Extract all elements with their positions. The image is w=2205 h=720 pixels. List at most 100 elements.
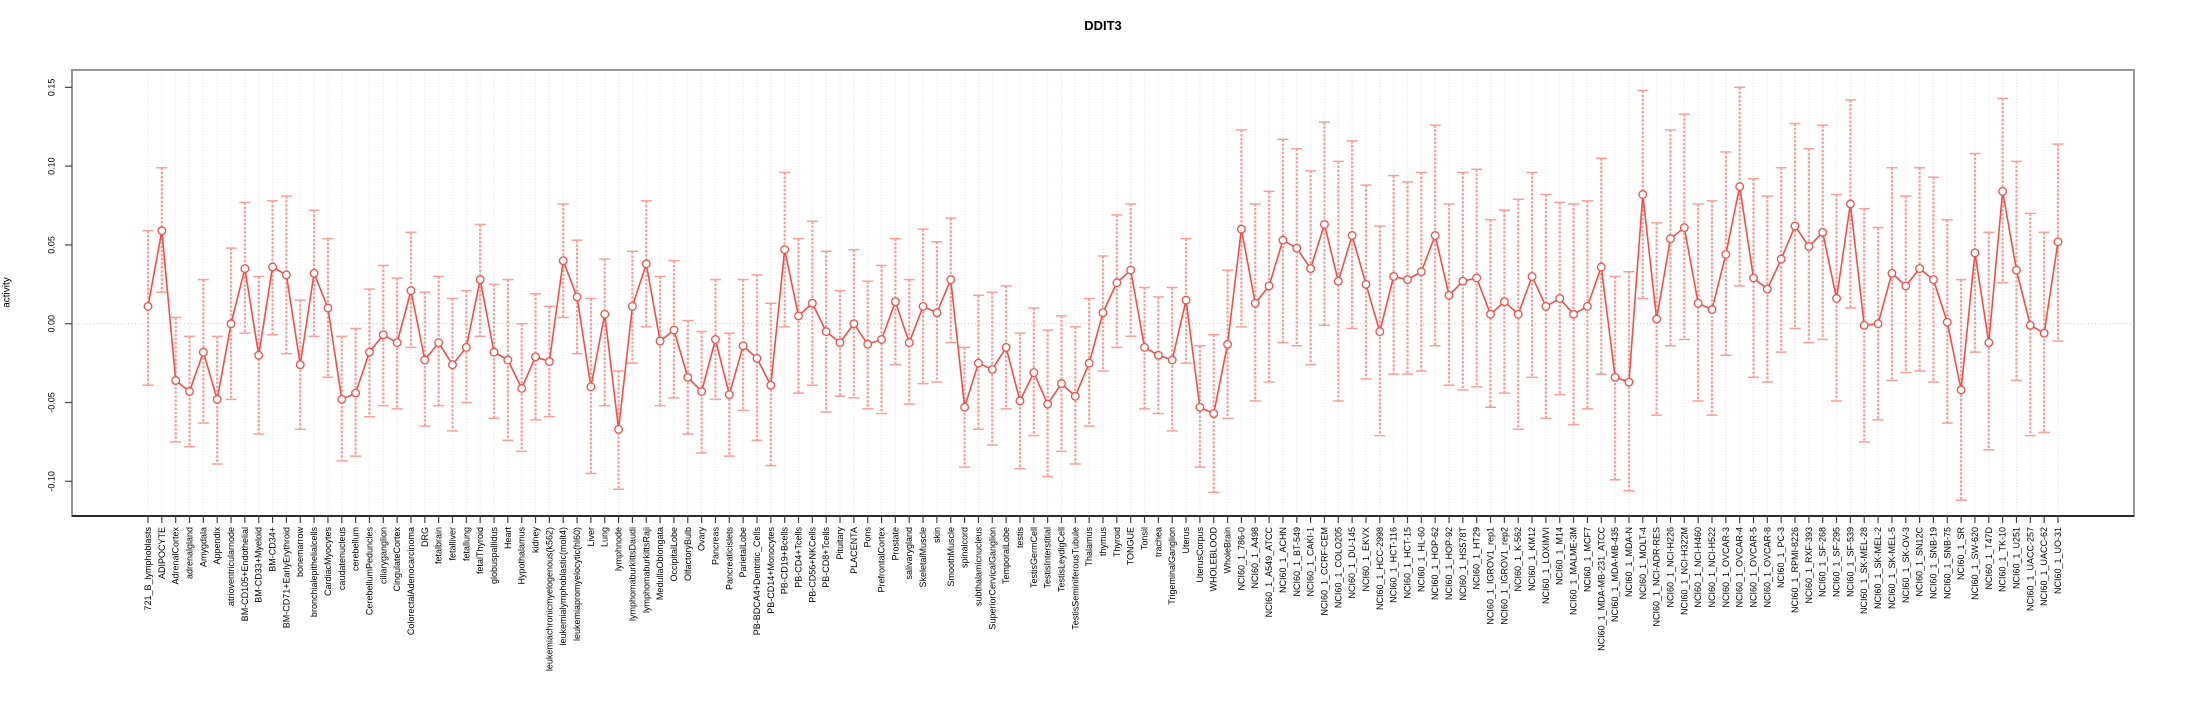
data-point — [1070, 391, 1080, 401]
x-tick-label: NCI60_1_IGROV1_rep2 — [1499, 527, 1509, 625]
data-point — [766, 380, 776, 390]
y-tick-label: -0.05 — [46, 392, 56, 413]
x-tick-label: fetalThyroid — [475, 527, 485, 574]
x-tick-label: NCI60_1_SNB-75 — [1942, 527, 1952, 599]
x-tick-label: NCI60_1_OVCAR-8 — [1762, 527, 1772, 608]
data-point — [1112, 278, 1122, 288]
data-point — [212, 394, 222, 404]
x-tick-label: NCI60_1_HOP-62 — [1430, 527, 1440, 600]
data-point — [572, 292, 582, 302]
x-tick-label: PB-CD14+Monocytes — [766, 527, 776, 614]
data-point — [849, 319, 859, 329]
data-point — [946, 275, 956, 285]
x-tick-label: spinalcord — [960, 527, 970, 568]
x-tick-label: fetalliver — [447, 527, 457, 561]
data-point — [1693, 298, 1703, 308]
data-point — [600, 309, 610, 319]
data-point — [171, 376, 181, 385]
x-tick-label: BM-CD105+Endothelial — [240, 527, 250, 621]
data-point — [1873, 319, 1883, 329]
x-tick-label: PB-CD4+Tcells — [794, 527, 804, 588]
x-tick-label: fetallung — [461, 527, 471, 561]
x-tick-label: NCI60_1_HCT-15 — [1402, 527, 1412, 599]
x-tick-label: AdrenalCortex — [171, 527, 181, 585]
data-point — [1084, 358, 1094, 368]
data-point — [434, 338, 444, 348]
data-point — [1458, 276, 1468, 286]
x-tick-label: leukemiachronicmyelogenous(k562) — [544, 527, 554, 671]
x-tick-label: NCI60_1_HOP-92 — [1444, 527, 1454, 600]
x-tick-label: Ovary — [697, 527, 707, 552]
x-axis-ticks: 721_B_lymphoblasts ADIPOCYTE AdrenalCortex… — [143, 516, 2063, 671]
x-tick-label: globuspallidus — [489, 527, 499, 585]
data-point — [1126, 265, 1136, 275]
data-point — [1541, 301, 1551, 311]
x-tick-label: CardiacMyocytes — [323, 527, 333, 597]
data-point — [697, 387, 707, 396]
x-tick-label: SuperiorCervicalGanglion — [987, 527, 997, 630]
y-tick-label: 0.05 — [46, 236, 56, 254]
data-point — [1209, 409, 1219, 419]
data-point — [531, 352, 540, 362]
x-tick-label: NCI60_1_OVCAR-5 — [1749, 527, 1759, 608]
x-tick-label: NCI60_1_UO-31 — [2053, 527, 2063, 594]
data-point — [1804, 242, 1814, 251]
data-point — [1569, 309, 1579, 319]
data-point — [1984, 338, 1994, 348]
gridlines — [147, 70, 2059, 516]
data-point — [544, 357, 554, 367]
x-tick-label: NCI60_1_U251 — [2011, 527, 2021, 589]
x-tick-label: NCI60_1_TK-10 — [1998, 527, 2008, 592]
x-tick-label: ParietalLobe — [738, 527, 748, 578]
x-tick-label: PB-CD8+Tcells — [821, 527, 831, 588]
x-tick-label: NCI60_1_SNB-19 — [1928, 527, 1938, 599]
x-tick-label: CerebellumPeduncles — [364, 527, 374, 616]
x-tick-label: cerebellum — [351, 527, 361, 571]
data-point — [835, 338, 845, 348]
x-tick-label: NCI60_1_MDA-MB-231_ATCC — [1596, 527, 1606, 651]
data-point — [1845, 199, 1855, 209]
data-point — [1389, 272, 1399, 281]
data-point — [309, 268, 319, 278]
data-point — [1153, 350, 1163, 360]
x-tick-label: NCI60_1_EKVX — [1361, 527, 1371, 592]
x-tick-label: TestisGermCell — [1029, 527, 1039, 588]
data-point — [1347, 231, 1357, 240]
x-tick-label: BM-CD34+ — [268, 527, 278, 572]
data-point — [1278, 235, 1288, 245]
data-point — [1887, 268, 1897, 278]
data-point — [461, 342, 471, 352]
data-point — [1638, 190, 1648, 199]
data-point — [683, 372, 693, 382]
data-point — [1098, 308, 1108, 318]
y-tick-label: -0.10 — [46, 471, 56, 492]
x-tick-label: PrefrontalCortex — [877, 527, 887, 593]
x-tick-label: TemporalLobe — [1001, 527, 1011, 584]
data-point — [1472, 273, 1482, 283]
x-tick-label: NCI60_1_RXF-393 — [1804, 527, 1814, 604]
data-point — [157, 226, 167, 236]
data-point — [1486, 309, 1495, 319]
x-tick-label: NCI60_1_A549_ATCC — [1264, 527, 1274, 618]
data-point — [240, 264, 250, 274]
x-tick-label: TrigeminalGanglion — [1167, 527, 1177, 605]
data-point — [448, 360, 457, 370]
x-tick-label: NCI60_1_OVCAR-4 — [1735, 527, 1745, 608]
x-tick-label: NCI60_1_SK-MEL-28 — [1859, 527, 1869, 614]
data-point — [1832, 294, 1842, 303]
data-point — [1513, 309, 1523, 319]
x-tick-label: leukemiapromyelocytic(hl60) — [572, 527, 582, 641]
x-tick-label: TestisSeminiferousTubule — [1070, 527, 1080, 630]
x-tick-label: leukemialymphoblastic(molt4) — [558, 527, 568, 646]
x-tick-label: testis — [1015, 527, 1025, 549]
x-tick-label: Liver — [586, 527, 596, 547]
x-tick-label: 721_B_lymphoblasts — [143, 527, 153, 611]
x-tick-label: NCI60_1_RPMI-8226 — [1790, 527, 1800, 613]
x-tick-label: NCI60_1_MALME-3M — [1569, 527, 1579, 615]
x-tick-label: NCI60_1_MDA-N — [1624, 527, 1634, 597]
data-point — [1499, 297, 1509, 307]
data-point — [1403, 275, 1412, 285]
data-point — [1942, 317, 1952, 327]
x-tick-label: NCI60_1_NCI-H226 — [1665, 527, 1675, 608]
